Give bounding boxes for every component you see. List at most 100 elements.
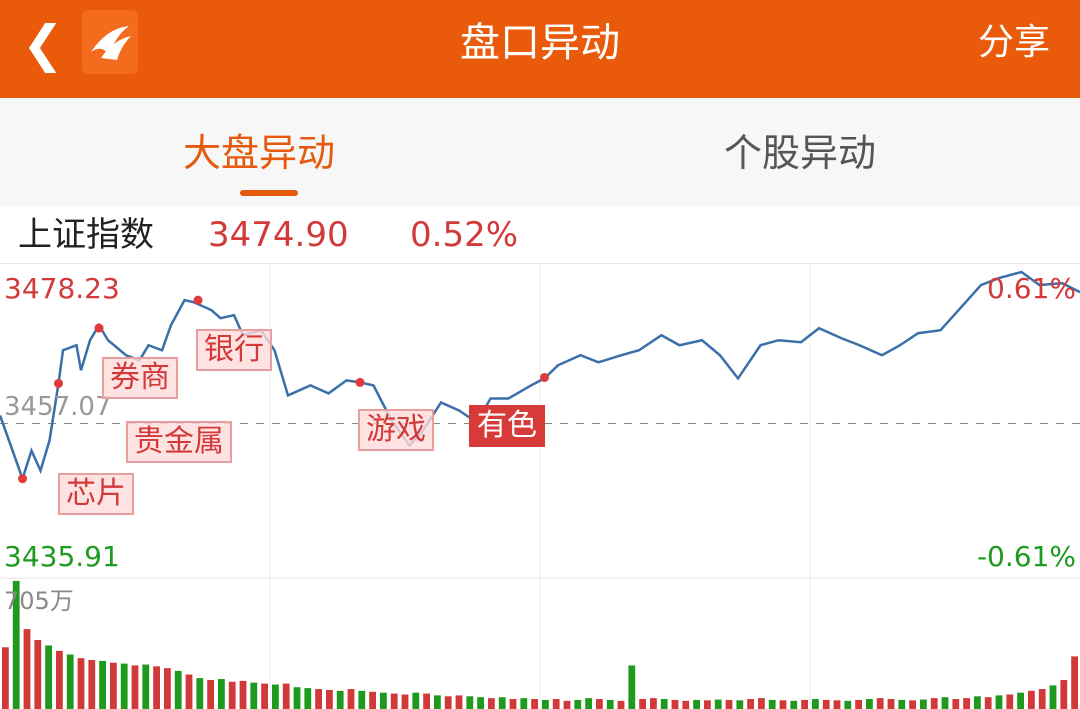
volume-bar [801,699,808,709]
volume-bar [898,699,906,709]
index-name: 上证指数 [18,215,154,255]
volume-bar [304,688,312,709]
volume-bar [45,645,52,709]
volume-bar [498,697,506,709]
volume-bar [833,700,841,709]
annotation-dot [193,295,203,305]
tab-stock-movement[interactable]: 个股异动 [724,131,877,175]
volume-bar [207,679,214,709]
volume-bar [509,699,517,709]
volume-bar [714,699,722,709]
annotation-dot [54,378,63,388]
volume-bar [1028,690,1035,709]
volume-bar [628,665,636,709]
volume-bar [1071,656,1078,709]
volume-bar [1038,689,1046,709]
volume-bar [995,695,1003,709]
volume-bar [131,665,139,709]
volume-bar [477,697,484,709]
pct-top-label: 0.61% [987,272,1076,305]
annotation-dot [94,323,104,333]
volume-bar [2,647,9,709]
volume-bar [747,699,754,709]
volume-bar [142,664,150,709]
volume-bar [887,699,895,709]
volume-bar [293,687,301,709]
annotation-label[interactable]: 游戏 [358,409,434,451]
volume-bar [77,658,85,709]
volume-bar [542,699,549,709]
volume-bar [671,699,679,709]
volume-bar [693,699,700,709]
chevron-left-icon[interactable]: ❮ [22,15,64,73]
annotation-label[interactable]: 芯片 [58,473,134,515]
volume-bar [326,689,333,709]
app-logo-icon [82,10,138,74]
volume-bar [34,640,42,709]
volume-bar [552,699,560,709]
volume-bar [650,698,657,709]
volume-max-label: 705万 [4,587,74,615]
volume-bar [758,698,765,709]
volume-bar [866,699,873,709]
volume-bar [99,660,106,709]
volume-bar [531,699,538,709]
volume-bar [250,682,258,709]
index-price: 3474.90 [208,215,349,255]
y-mid-label: 3457.07 [4,392,112,422]
volume-bar [434,695,441,709]
volume-bar [12,581,20,709]
volume-bar [336,690,344,709]
volume-bar [790,700,798,709]
volume-bar [660,699,668,709]
pct-bottom-label: -0.61% [976,540,1076,573]
volume-bar [228,681,236,709]
volume-bar [1006,694,1014,709]
volume-bar [520,698,528,709]
annotation-label[interactable]: 贵金属 [126,421,232,463]
volume-bar [574,699,582,709]
volume-bar [390,693,398,709]
volume-bar [704,700,711,709]
volume-bar [466,696,474,709]
volume-bar [844,700,852,709]
volume-bar [768,699,776,709]
share-button[interactable]: 分享 [977,22,1050,63]
volume-bar [606,699,614,709]
volume-bar [380,692,387,709]
volume-bar [984,697,992,709]
volume-bar [315,689,322,709]
volume-bar [120,663,128,709]
volume-bar [920,699,927,709]
volume-bar [736,700,744,709]
volume-bar [174,670,182,709]
annotation-dot [355,377,365,387]
volume-bar [110,662,117,709]
volume-bar [23,629,31,709]
tab-market-movement[interactable]: 大盘异动 [183,131,336,175]
index-summary: 上证指数 3474.90 0.52% [0,206,1080,264]
volume-bar [239,680,247,709]
volume-bar [1049,685,1057,709]
volume-bar [261,683,268,709]
volume-bar [822,699,830,709]
volume-bar [196,678,204,709]
annotation-label[interactable]: 券商 [102,357,178,399]
volume-bar [617,700,625,709]
volume-bar [164,668,171,709]
volume-bar [779,700,787,709]
volume-bar [963,698,970,709]
y-bottom-label: 3435.91 [4,540,120,573]
intraday-chart[interactable]: 3478.23 3457.07 3435.91 0.61% -0.61% 705… [0,265,1080,709]
volume-bar [563,700,571,709]
annotation-label[interactable]: 银行 [196,329,272,371]
volume-bar [639,699,646,709]
volume-bar [401,694,409,709]
volume-bar [974,696,981,709]
volume-bar [369,691,376,709]
volume-bar [358,690,366,709]
tab-bar: 大盘异动 个股异动 [0,98,1080,206]
volume-bar [282,683,290,709]
annotation-label[interactable]: 有色 [469,405,545,447]
volume-bar [725,699,733,709]
